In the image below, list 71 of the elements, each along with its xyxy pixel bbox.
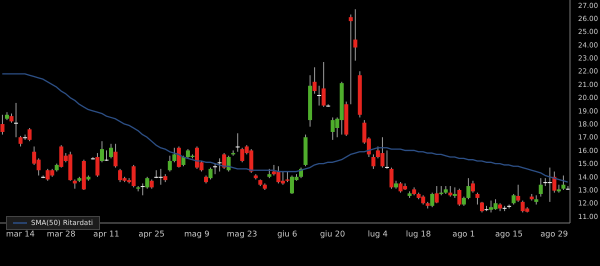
candlestick	[353, 8, 358, 62]
candlestick	[430, 192, 434, 208]
candlestick	[236, 132, 240, 152]
candlestick	[548, 167, 552, 202]
x-tick-label: ago 1	[452, 230, 475, 239]
candlestick	[118, 168, 122, 183]
candlestick	[322, 62, 326, 108]
x-tick-label: giu 20	[320, 230, 346, 239]
candlestick	[150, 178, 154, 190]
candlestick	[145, 176, 150, 190]
candlestick	[452, 186, 457, 198]
candlestick	[380, 136, 384, 168]
candlestick	[104, 150, 108, 162]
candlestick	[240, 147, 244, 163]
candlestick	[448, 186, 452, 198]
candlestick	[480, 201, 484, 213]
candlestick	[434, 186, 439, 204]
candlestick	[390, 167, 394, 190]
candlestick	[317, 85, 322, 106]
candlestick	[466, 178, 470, 200]
candlestick	[172, 147, 176, 163]
candlestick	[398, 182, 403, 194]
x-tick-label: ago 15	[495, 230, 523, 239]
x-tick-label: mag 9	[184, 230, 210, 239]
candlestick	[475, 192, 480, 206]
candlestick	[538, 178, 543, 198]
candlestick	[18, 135, 23, 147]
candlestick	[439, 186, 444, 196]
candlestick	[457, 188, 462, 206]
x-tick-label: apr 25	[138, 230, 165, 239]
x-tick-label: mar 28	[46, 230, 76, 239]
candlestick	[267, 168, 272, 179]
candlestick	[109, 143, 114, 159]
candlestick	[213, 163, 218, 175]
candlestick	[10, 112, 14, 124]
candlestick	[181, 155, 186, 167]
candlestick	[280, 171, 285, 186]
x-tick-label: lug 4	[368, 230, 388, 239]
candlestick	[330, 116, 335, 140]
candlestick	[561, 174, 566, 191]
candlestick	[28, 127, 32, 142]
candlestick	[208, 167, 213, 180]
candlestick	[100, 140, 104, 163]
candlestick	[72, 178, 77, 190]
candlestick	[371, 154, 376, 170]
candlestick	[285, 171, 290, 183]
candlestick	[348, 14, 353, 105]
candlestick	[114, 143, 118, 168]
candlestick	[489, 200, 494, 213]
candlestick	[512, 193, 516, 206]
x-tick-label: lug 18	[406, 230, 431, 239]
candlestick	[384, 150, 389, 170]
candlestick	[462, 196, 466, 206]
candlestick	[14, 102, 18, 138]
x-tick-label: ago 29	[540, 230, 568, 239]
x-tick-label: apr 11	[93, 230, 120, 239]
candlestick	[312, 66, 317, 94]
candlestick	[168, 155, 172, 172]
candlestick	[520, 200, 525, 213]
x-tick-label: mar 14	[6, 230, 35, 239]
candlestick	[534, 194, 538, 206]
x-tick-label: mag 23	[226, 230, 258, 239]
candlestick	[0, 114, 4, 136]
candlestick	[140, 182, 145, 196]
candlestick	[158, 168, 163, 186]
candlestick	[46, 168, 50, 182]
candlestick	[516, 184, 520, 202]
candlestick	[218, 158, 222, 172]
candlestick	[470, 180, 475, 194]
candlestick	[95, 152, 100, 178]
x-tick-label: giu 6	[277, 230, 298, 239]
